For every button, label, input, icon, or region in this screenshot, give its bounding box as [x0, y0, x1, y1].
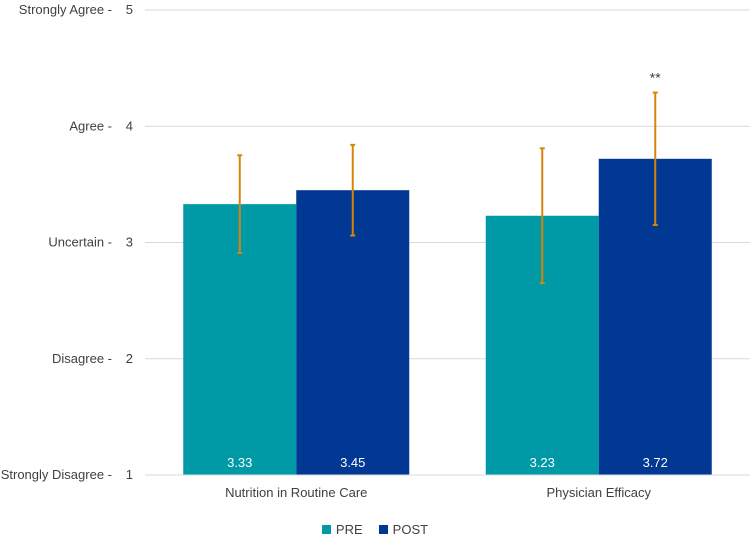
legend: PRE POST	[0, 522, 750, 537]
y-tick-label: 1	[126, 467, 133, 482]
y-axis: Strongly Disagree - 1 Disagree - 2 Uncertain…	[1, 2, 133, 482]
data-label: 3.33	[227, 455, 252, 470]
y-category-label: Strongly Disagree -	[1, 467, 112, 482]
legend-swatch-post	[378, 525, 388, 534]
x-axis: Nutrition in Routine Care Physician Effic…	[145, 474, 750, 500]
data-label: 3.45	[340, 455, 365, 470]
x-tick-label: Nutrition in Routine Care	[225, 485, 367, 500]
y-tick-label: 5	[126, 2, 133, 17]
y-category-label: Agree -	[69, 118, 112, 133]
y-category-label: Disagree -	[52, 351, 112, 366]
y-tick-label: 3	[126, 235, 133, 250]
significance-annotation: **	[650, 70, 661, 86]
bars: 3.33 3.45 3.23 3.72 **	[183, 70, 712, 476]
x-tick-label: Physician Efficacy	[546, 485, 651, 500]
legend-swatch-pre	[321, 525, 331, 534]
y-category-label: Uncertain -	[48, 235, 112, 250]
y-tick-label: 4	[126, 118, 133, 133]
legend-label-pre: PRE	[335, 522, 363, 537]
y-category-label: Strongly Agree -	[19, 2, 112, 17]
legend-label-post: POST	[392, 522, 429, 537]
data-label: 3.23	[530, 455, 555, 470]
data-label: 3.72	[643, 455, 668, 470]
y-tick-label: 2	[126, 351, 133, 366]
legend-item-pre: PRE	[321, 522, 363, 537]
bar	[296, 190, 410, 475]
legend-item-post: POST	[378, 522, 429, 537]
